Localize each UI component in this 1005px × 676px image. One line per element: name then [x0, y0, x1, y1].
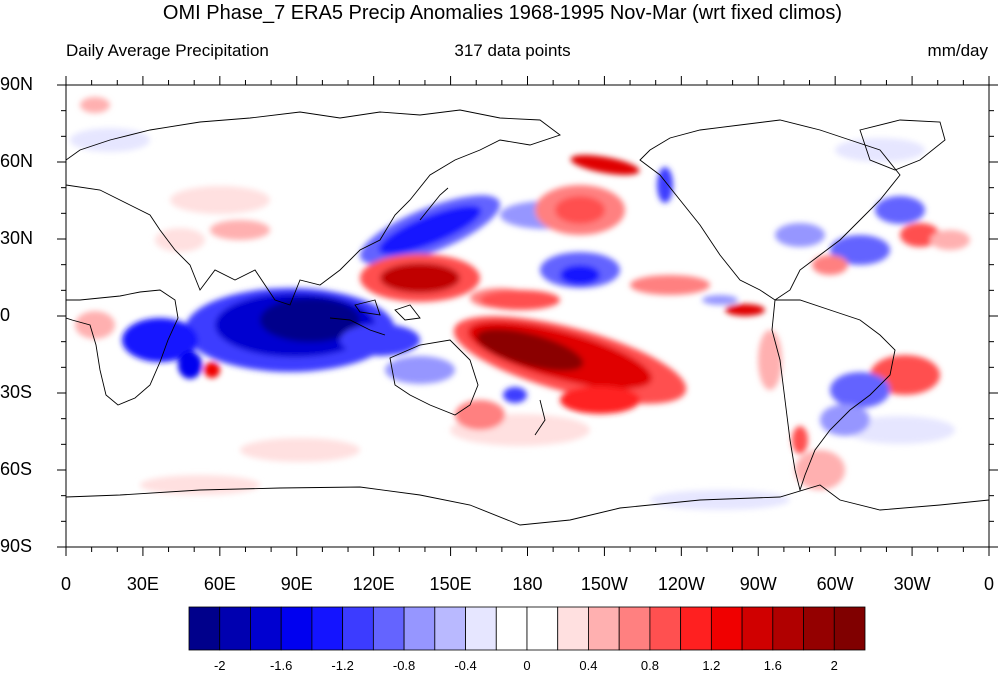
colorbar-label: 1.2	[702, 658, 721, 673]
colorbar-box	[372, 606, 405, 651]
subtitle-units: mm/day	[927, 41, 988, 60]
colorbar	[188, 606, 866, 651]
lat-label: 90S	[0, 536, 33, 556]
colorbar-box	[495, 606, 528, 651]
lon-label: 0	[983, 574, 995, 594]
lon-label: 120E	[352, 574, 395, 594]
colorbar-box	[250, 606, 282, 651]
anomaly-patches	[70, 97, 970, 510]
colorbar-label: 0.8	[640, 658, 659, 673]
lon-label: 60W	[816, 574, 854, 594]
lat-label: 60S	[0, 459, 33, 479]
colorbar-box	[311, 606, 344, 651]
lon-label: 60E	[203, 574, 236, 594]
colorbar-box	[710, 606, 743, 651]
colorbar-label: 2	[830, 658, 838, 673]
colorbar-box	[526, 606, 559, 651]
colorbar-box	[434, 606, 466, 651]
figure-title: OMI Phase_7 ERA5 Precip Anomalies 1968-1…	[162, 2, 843, 24]
lat-label: 30S	[0, 382, 33, 402]
colorbar-box	[833, 606, 866, 651]
colorbar-box	[557, 606, 589, 651]
lon-label: 0	[60, 574, 72, 594]
subtitle-center: 317 data points	[454, 41, 571, 60]
colorbar-box	[649, 606, 682, 651]
colorbar-label: -2	[213, 658, 226, 673]
lon-label: 180	[512, 574, 543, 594]
colorbar-label: -1.6	[269, 658, 293, 673]
colorbar-label: 0	[523, 658, 531, 673]
lat-label: 90N	[0, 74, 34, 94]
colorbar-box	[741, 606, 774, 651]
subtitle-left: Daily Average Precipitation	[66, 41, 269, 60]
colorbar-box	[680, 606, 712, 651]
lat-label: 30N	[0, 228, 34, 248]
colorbar-label: 0.4	[579, 658, 598, 673]
colorbar-box	[588, 606, 620, 651]
colorbar-label: -0.8	[392, 658, 416, 673]
colorbar-box	[219, 606, 251, 651]
colorbar-label: -1.2	[331, 658, 354, 673]
colorbar-label: 1.6	[763, 658, 782, 673]
coastlines	[66, 109, 989, 526]
colorbar-box	[280, 606, 313, 651]
lon-label: 150W	[580, 574, 628, 594]
lon-label: 150E	[429, 574, 472, 594]
colorbar-box	[772, 606, 804, 651]
colorbar-label: -0.4	[454, 658, 477, 673]
colorbar-box	[403, 606, 436, 651]
lon-label: 30E	[126, 574, 159, 594]
lon-label: 30W	[893, 574, 931, 594]
lon-label: 90E	[280, 574, 313, 594]
lon-label: 120W	[657, 574, 705, 594]
colorbar-box	[803, 606, 835, 651]
colorbar-box	[618, 606, 651, 651]
axis-ticks	[57, 76, 998, 556]
lon-label: 90W	[739, 574, 777, 594]
lat-label: 60N	[0, 151, 34, 171]
colorbar-box	[188, 606, 221, 651]
colorbar-box	[465, 606, 497, 651]
colorbar-box	[342, 606, 374, 651]
lat-label: 0	[0, 305, 11, 325]
